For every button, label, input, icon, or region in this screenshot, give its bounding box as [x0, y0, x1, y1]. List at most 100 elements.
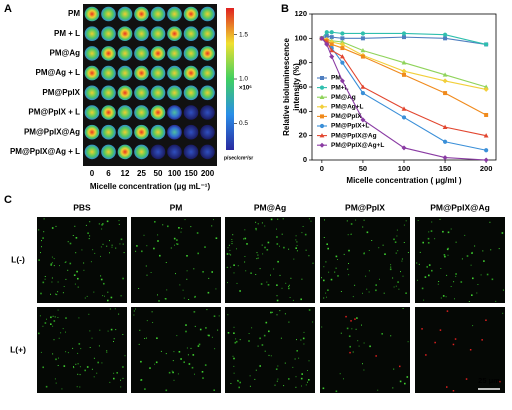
- well: [167, 46, 182, 61]
- green-speck: [42, 281, 45, 284]
- green-speck: [403, 224, 405, 226]
- green-speck: [109, 252, 110, 254]
- green-speck: [213, 315, 216, 317]
- green-speck: [395, 285, 397, 287]
- green-speck: [323, 266, 325, 268]
- green-speck: [85, 224, 87, 226]
- green-speck: [276, 299, 279, 302]
- green-speck: [419, 251, 421, 253]
- red-speck: [452, 343, 455, 346]
- green-speck: [231, 241, 233, 242]
- green-speck: [363, 342, 365, 344]
- green-speck: [276, 228, 277, 230]
- green-speck: [363, 252, 365, 255]
- green-speck: [185, 324, 187, 326]
- green-speck: [292, 366, 294, 368]
- green-speck: [74, 283, 76, 285]
- green-speck: [77, 373, 79, 375]
- red-speck: [434, 341, 436, 344]
- green-speck: [50, 263, 53, 265]
- well: [134, 65, 149, 81]
- green-speck: [283, 385, 285, 387]
- data-point: [442, 155, 448, 161]
- green-speck: [67, 241, 69, 243]
- red-speck: [439, 329, 442, 331]
- green-speck: [97, 361, 99, 364]
- well: [183, 144, 199, 160]
- well: [101, 65, 116, 81]
- green-speck: [296, 250, 298, 252]
- green-speck: [233, 326, 235, 328]
- well: [150, 144, 166, 160]
- green-speck: [38, 259, 40, 261]
- green-speck: [322, 387, 325, 390]
- green-speck: [107, 299, 109, 302]
- green-speck: [355, 219, 357, 221]
- green-speck: [118, 220, 120, 222]
- green-speck: [60, 332, 62, 334]
- green-speck: [51, 262, 53, 264]
- green-speck: [328, 271, 330, 273]
- legend-label: PM@PpIX+L: [331, 123, 369, 130]
- data-point: [339, 78, 345, 84]
- green-speck: [398, 288, 400, 290]
- green-speck: [392, 387, 394, 389]
- green-speck: [100, 255, 101, 257]
- green-speck: [144, 388, 146, 390]
- green-speck: [72, 347, 74, 349]
- green-speck: [337, 275, 339, 277]
- green-speck: [301, 373, 303, 375]
- well: [150, 85, 166, 101]
- well: [167, 144, 182, 160]
- well: [101, 124, 116, 140]
- green-speck: [308, 309, 311, 311]
- green-speck: [371, 240, 373, 241]
- column-header: PM@Ag: [254, 202, 286, 212]
- green-speck: [271, 311, 273, 313]
- green-speck: [501, 232, 504, 234]
- red-speck: [345, 315, 347, 318]
- green-speck: [358, 345, 360, 347]
- green-speck: [325, 261, 327, 263]
- y-tick-label: 60: [299, 82, 307, 91]
- green-speck: [106, 351, 108, 353]
- well: [167, 26, 182, 41]
- green-speck: [403, 242, 405, 243]
- green-speck: [277, 378, 279, 380]
- panel-letter: B: [281, 3, 289, 15]
- green-speck: [173, 379, 175, 381]
- green-speck: [162, 224, 164, 226]
- green-speck: [77, 352, 79, 354]
- scale-bar-label: 25 μm: [478, 376, 500, 385]
- green-speck: [141, 250, 143, 253]
- green-speck: [197, 252, 199, 255]
- green-speck: [361, 324, 362, 326]
- green-speck: [74, 225, 76, 227]
- green-speck: [404, 382, 406, 385]
- green-speck: [308, 255, 310, 257]
- green-speck: [57, 309, 59, 311]
- green-speck: [79, 366, 81, 368]
- green-speck: [426, 266, 428, 268]
- red-speck: [469, 349, 472, 351]
- green-speck: [40, 351, 42, 353]
- green-speck: [362, 363, 363, 365]
- green-speck: [227, 314, 229, 316]
- green-speck: [135, 250, 137, 252]
- green-speck: [211, 336, 213, 338]
- y-axis-label: Relative bioluminescence: [282, 38, 291, 136]
- green-speck: [295, 247, 297, 249]
- green-speck: [276, 243, 279, 245]
- green-speck: [218, 315, 220, 317]
- row-label: PM: [68, 9, 80, 18]
- well: [117, 26, 133, 41]
- green-speck: [54, 378, 56, 380]
- green-speck: [281, 287, 283, 289]
- well: [183, 26, 199, 41]
- data-point: [329, 35, 334, 40]
- green-speck: [417, 279, 418, 281]
- legend-marker: [319, 104, 325, 110]
- green-speck: [440, 268, 442, 269]
- green-speck: [73, 366, 74, 368]
- well: [200, 26, 215, 41]
